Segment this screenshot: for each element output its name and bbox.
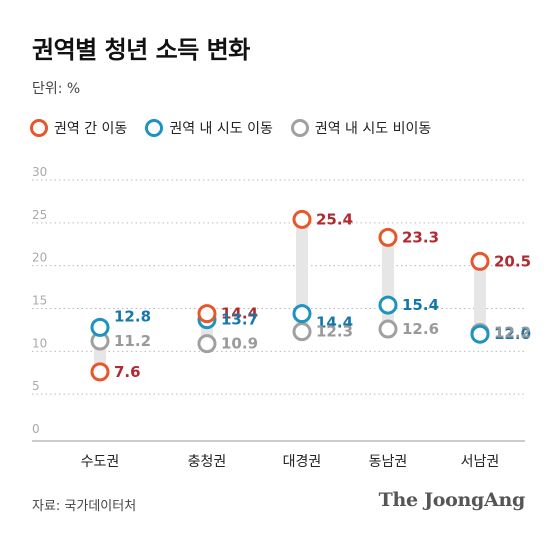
- legend-label-intra-move: 권역 내 시도 이동: [169, 121, 273, 137]
- y-tick-label: 0: [32, 422, 40, 436]
- point-intra-stay: [197, 334, 217, 354]
- legend-marker-inter-region: [30, 119, 48, 137]
- data-label-intra-stay: 12.3: [316, 323, 353, 341]
- legend-label-inter-region: 권역 간 이동: [54, 121, 128, 137]
- point-inter-region: [197, 304, 217, 324]
- data-label-intra-stay: 12.2: [494, 323, 531, 341]
- point-inter-region: [292, 209, 312, 229]
- point-intra-stay: [292, 322, 312, 342]
- y-tick-label: 10: [32, 336, 47, 350]
- legend: 권역 간 이동 권역 내 시도 이동 권역 내 시도 비이동: [30, 118, 431, 138]
- point-inter-region: [378, 227, 398, 247]
- point-intra-move: [378, 295, 398, 315]
- point-inter-region: [90, 362, 110, 382]
- unit-label: 단위: %: [32, 81, 81, 97]
- y-tick-label: 25: [32, 208, 47, 222]
- data-label-intra-move: 12.8: [114, 307, 151, 325]
- range-bar: [296, 219, 308, 332]
- point-inter-region: [470, 251, 490, 271]
- legend-item-intra-move: 권역 내 시도 이동: [145, 118, 273, 138]
- data-label-intra-move: 14.4: [316, 314, 353, 332]
- x-tick-label: 수도권: [81, 454, 120, 470]
- x-tick-label: 충청권: [188, 454, 227, 470]
- y-tick-label: 20: [32, 251, 47, 265]
- data-label-inter-region: 25.4: [316, 210, 353, 228]
- data-label-intra-stay: 11.2: [114, 332, 151, 350]
- x-tick-label: 대경권: [283, 454, 322, 470]
- brand-logo: The JoongAng: [378, 489, 526, 511]
- point-intra-move: [292, 304, 312, 324]
- data-label-inter-region: 14.4: [221, 305, 258, 323]
- point-intra-move: [90, 317, 110, 337]
- source-note: 자료: 국가데이터처: [32, 499, 137, 514]
- point-intra-move: [470, 324, 490, 344]
- data-label-intra-move: 12.0: [494, 325, 531, 343]
- x-tick-label: 서남권: [461, 454, 500, 470]
- legend-marker-intra-move: [145, 119, 164, 137]
- data-label-intra-stay: 12.6: [402, 320, 439, 338]
- data-label-intra-move: 13.7: [221, 311, 258, 329]
- range-bar: [382, 237, 394, 330]
- data-label-inter-region: 23.3: [402, 228, 439, 246]
- data-label-intra-stay: 10.9: [221, 335, 258, 353]
- legend-marker-intra-stay: [290, 119, 309, 137]
- point-intra-stay: [378, 319, 398, 339]
- data-label-inter-region: 7.6: [114, 363, 141, 381]
- legend-label-intra-stay: 권역 내 시도 비이동: [314, 121, 432, 137]
- data-label-intra-move: 15.4: [402, 296, 439, 314]
- x-tick-label: 동남권: [369, 454, 408, 470]
- data-label-inter-region: 20.5: [494, 252, 531, 270]
- y-tick-label: 15: [32, 294, 47, 308]
- legend-item-inter-region: 권역 간 이동: [30, 118, 127, 138]
- y-tick-label: 30: [32, 165, 47, 179]
- y-tick-label: 5: [32, 379, 40, 393]
- range-bar: [474, 261, 486, 335]
- legend-item-intra-stay: 권역 내 시도 비이동: [290, 118, 432, 138]
- chart-title: 권역별 청년 소득 변화: [32, 36, 250, 64]
